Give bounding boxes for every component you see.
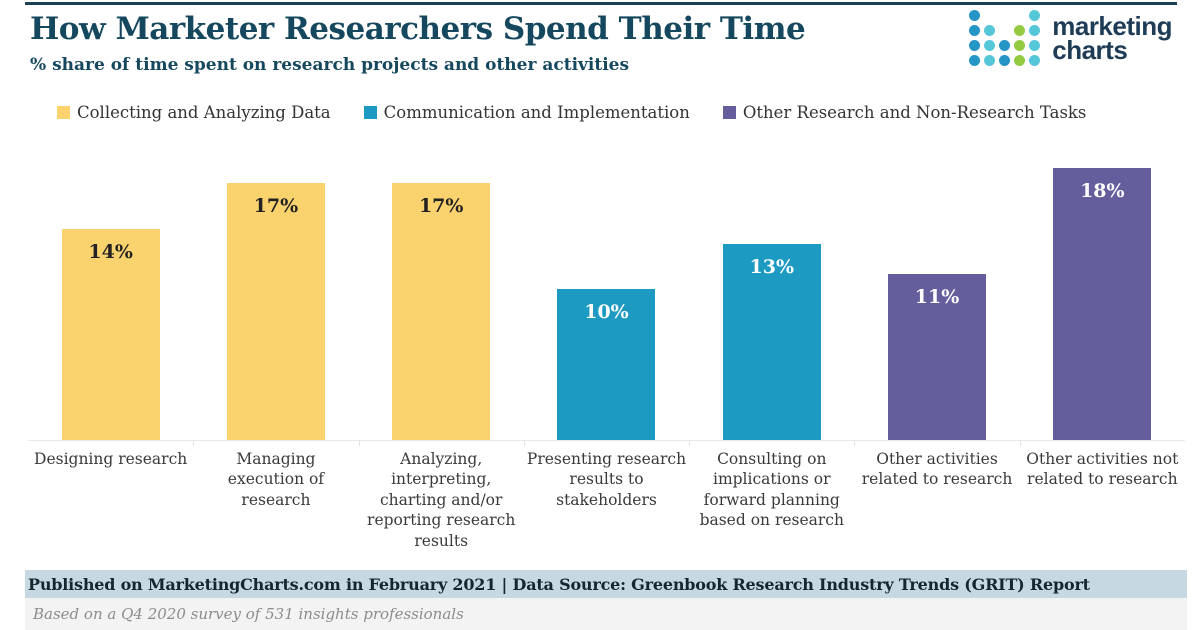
bar-value-label: 17% (253, 195, 299, 217)
footnote-strip: Based on a Q4 2020 survey of 531 insight… (25, 598, 1187, 630)
bar: 17% (392, 183, 491, 440)
logo-dot-teal (1029, 40, 1041, 51)
bar: 18% (1053, 168, 1152, 440)
bar: 13% (722, 244, 821, 440)
bar-value-label: 17% (418, 195, 464, 217)
bar-column: 18% (1019, 150, 1185, 446)
logo-dot-empty (999, 10, 1010, 21)
legend-label: Collecting and Analyzing Data (77, 103, 331, 122)
legend-swatch-icon (363, 106, 377, 119)
logo-dot-empty (1014, 10, 1025, 21)
logo-word-line2: charts (1052, 35, 1128, 65)
bar-column: 11% (854, 150, 1019, 446)
chart-legend: Collecting and Analyzing Data Communicati… (57, 103, 1086, 122)
logo-dot-teal (1029, 10, 1041, 21)
logo-dot-blue (999, 40, 1011, 51)
logo-dot-green (1014, 55, 1026, 66)
logo-dot-blue (969, 55, 981, 66)
bar-value-label: 10% (584, 301, 629, 323)
legend-item: Communication and Implementation (363, 103, 690, 122)
bar-column: 17% (358, 150, 524, 446)
logo-dot-teal (1029, 55, 1041, 66)
legend-swatch-icon (57, 106, 70, 119)
category-label-text: Presenting research results to stakehold… (526, 450, 687, 509)
bar-column: 14% (28, 150, 193, 440)
source-banner: Published on MarketingCharts.com in Febr… (25, 570, 1187, 598)
category-label: Other activities related to research (854, 449, 1019, 551)
bar-value-label: 18% (1080, 180, 1125, 202)
marketingcharts-logo: marketing charts (969, 10, 1172, 66)
logo-dot-empty (984, 10, 995, 21)
bar: 17% (226, 183, 325, 440)
category-label-text: Other activities related to research (861, 450, 1013, 489)
logo-dot-teal (984, 25, 996, 36)
logo-dot-teal (984, 40, 996, 51)
logo-dot-blue (969, 40, 981, 51)
category-label: Designing research (28, 449, 193, 551)
category-label-text: Consulting on implications or forward pl… (699, 450, 844, 530)
category-label-text: Managing execution of research (227, 450, 325, 509)
bar: 10% (557, 289, 656, 440)
legend-swatch-icon (722, 106, 736, 119)
logo-dot-empty (999, 25, 1010, 36)
logo-dot-blue (969, 10, 981, 21)
logo-dots-icon (969, 10, 1041, 66)
logo-dot-blue (999, 55, 1011, 66)
header: How Marketer Researchers Spend Their Tim… (30, 11, 806, 75)
category-label: Consulting on implications or forward pl… (689, 449, 854, 551)
bar-column: 10% (523, 150, 689, 446)
bar-column: 13% (689, 150, 854, 446)
logo-dot-green (1014, 40, 1026, 51)
logo-wordmark: marketing charts (1052, 11, 1172, 65)
page-title: How Marketer Researchers Spend Their Tim… (30, 11, 806, 47)
legend-item: Other Research and Non-Research Tasks (722, 103, 1087, 122)
bar-column: 17% (193, 150, 358, 446)
bar-value-label: 14% (88, 241, 133, 263)
logo-word-line1: marketing (1052, 11, 1172, 41)
bar-value-label: 11% (914, 286, 960, 308)
category-label: Analyzing, interpreting, charting and/or… (359, 449, 524, 551)
source-banner-text: Published on MarketingCharts.com in Febr… (28, 574, 1090, 594)
category-label: Managing execution of research (193, 449, 358, 551)
category-labels: Designing research Managing execution of … (28, 449, 1185, 551)
logo-dot-blue (969, 25, 981, 36)
category-label: Presenting research results to stakehold… (524, 449, 689, 551)
logo-dot-green (1014, 25, 1026, 36)
logo-dot-teal (1029, 25, 1041, 36)
legend-label: Communication and Implementation (383, 103, 690, 122)
category-label-text: Analyzing, interpreting, charting and/or… (367, 450, 516, 550)
footnote-text: Based on a Q4 2020 survey of 531 insight… (33, 605, 464, 623)
bar: 11% (888, 274, 987, 440)
top-accent-line (25, 2, 1177, 5)
legend-label: Other Research and Non-Research Tasks (742, 103, 1087, 122)
logo-dot-teal (984, 55, 996, 66)
bar: 14% (61, 229, 160, 440)
page-subtitle: % share of time spent on research projec… (30, 54, 630, 75)
legend-item: Collecting and Analyzing Data (57, 103, 331, 122)
bar-chart: 14% 17% 17% 10% 13% 11% 18% (28, 150, 1185, 446)
bar-value-label: 13% (749, 256, 795, 278)
category-label-text: Other activities not related to research (1026, 450, 1179, 489)
category-label: Other activities not related to research (1020, 449, 1185, 551)
category-label-text: Designing research (34, 450, 188, 468)
